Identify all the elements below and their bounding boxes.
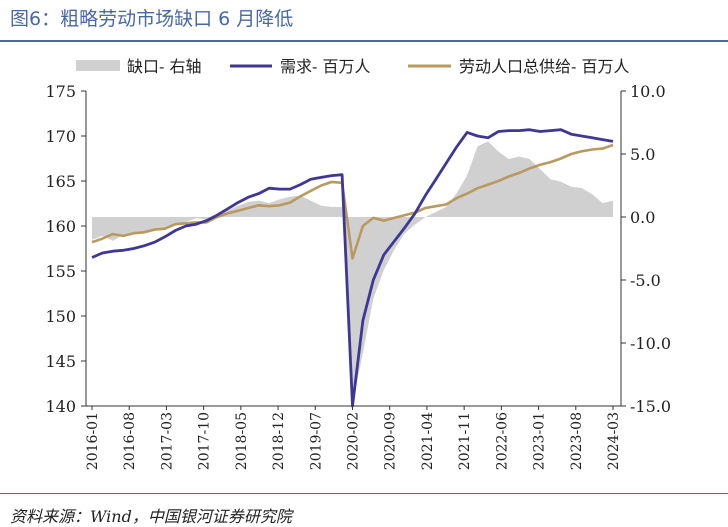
x-tick-label: 2020-02 xyxy=(346,412,362,470)
y-left-tick-label: 150 xyxy=(45,307,76,326)
y-left-tick-label: 170 xyxy=(45,127,76,146)
source-note: 资料来源：Wind，中国银河证券研究院 xyxy=(10,507,292,526)
series-gap-area xyxy=(92,141,613,404)
legend-swatch-gap xyxy=(76,60,120,71)
y-left-tick-label: 140 xyxy=(45,397,76,416)
y-axis-left: 175 170 165 160 155 150 145 140 xyxy=(45,82,86,416)
y-left-tick-label: 175 xyxy=(45,82,76,101)
y-left-tick-label: 160 xyxy=(45,217,76,236)
y-left-tick-label: 145 xyxy=(45,352,76,371)
x-tick-label: 2016-01 xyxy=(85,412,101,470)
y-axis-right: 10.0 5.0 0.0 -5.0 -10.0 -15.0 xyxy=(621,82,671,416)
x-tick-label: 2022-06 xyxy=(494,412,510,470)
x-tick-label: 2021-04 xyxy=(420,412,436,470)
x-tick-label: 2018-12 xyxy=(271,412,287,470)
legend-label-supply: 劳动人口总供给- 百万人 xyxy=(459,57,630,76)
legend-label-demand: 需求- 百万人 xyxy=(280,57,371,76)
plot-area xyxy=(91,128,614,408)
footer-rule xyxy=(0,493,728,494)
x-tick-label: 2020-09 xyxy=(383,412,399,470)
x-tick-label: 2018-05 xyxy=(234,412,250,470)
x-axis: 2016-01 2016-08 2017-03 2017-10 2018-05 2018-… xyxy=(85,406,622,470)
y-right-tick-label: 5.0 xyxy=(630,145,655,164)
y-left-tick-label: 155 xyxy=(45,262,76,281)
y-right-tick-label: -10.0 xyxy=(630,334,671,353)
x-tick-label: 2021-11 xyxy=(457,412,473,470)
y-right-tick-label: -5.0 xyxy=(630,271,661,290)
y-right-tick-label: 10.0 xyxy=(630,82,666,101)
x-tick-label: 2017-10 xyxy=(197,412,213,470)
x-tick-label: 2019-07 xyxy=(308,412,324,470)
x-tick-label: 2024-03 xyxy=(606,412,622,470)
x-tick-label: 2023-08 xyxy=(569,412,585,470)
title-underline xyxy=(0,40,728,42)
y-left-tick-label: 165 xyxy=(45,172,76,191)
x-tick-label: 2017-03 xyxy=(159,412,175,470)
x-tick-label: 2023-01 xyxy=(532,412,548,470)
x-tick-label: 2016-08 xyxy=(122,412,138,470)
y-right-tick-label: 0.0 xyxy=(630,208,655,227)
y-right-tick-label: -15.0 xyxy=(630,397,671,416)
legend-label-gap: 缺口- 右轴 xyxy=(127,57,202,76)
chart-title: 图6：粗略劳动市场缺口 6 月降低 xyxy=(10,8,294,30)
series-supply-line xyxy=(91,143,614,260)
chart: 缺口- 右轴 需求- 百万人 劳动人口总供给- 百万人 175 170 165 160… xyxy=(45,57,671,470)
legend: 缺口- 右轴 需求- 百万人 劳动人口总供给- 百万人 xyxy=(76,57,630,76)
